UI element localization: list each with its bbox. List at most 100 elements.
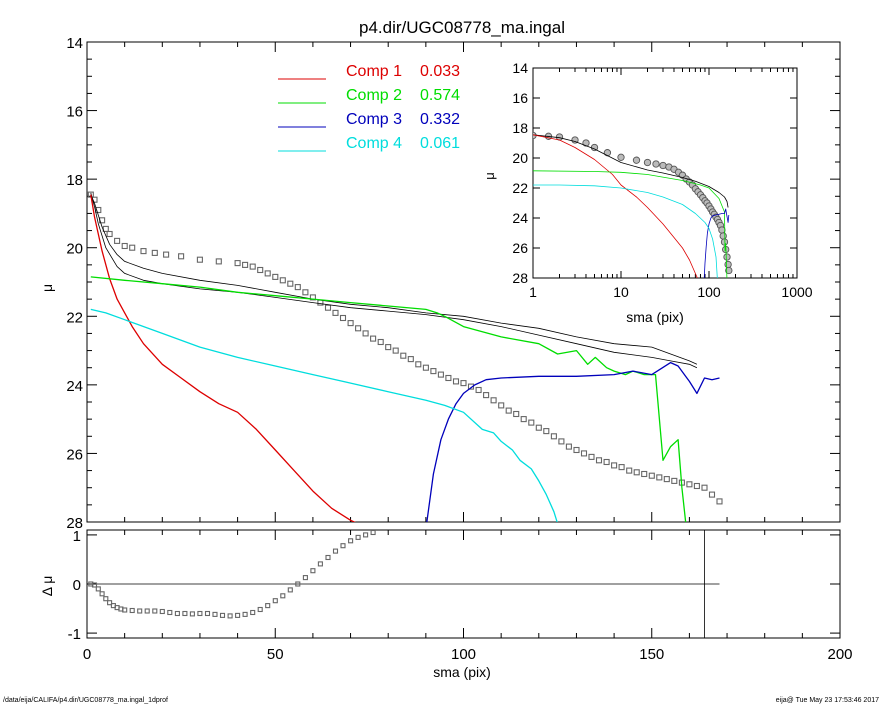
- inset-series-comp3: [703, 208, 730, 278]
- main-observed-point: [701, 484, 708, 491]
- main-observed-point: [686, 481, 693, 488]
- main-observed-point: [663, 476, 670, 483]
- residual-point: [122, 607, 128, 613]
- main-observed-point: [287, 280, 294, 287]
- main-observed-point: [648, 472, 655, 479]
- main-y-tick-label: 20: [66, 241, 83, 258]
- inset-series-comp2: [533, 170, 728, 278]
- main-y-tick-label: 18: [66, 172, 83, 189]
- main-y-tick-label: 22: [66, 309, 83, 326]
- residual-point: [212, 611, 218, 617]
- main-observed-point: [671, 477, 678, 484]
- main-observed-point: [279, 277, 286, 284]
- inset-x-axis-label: sma (pix): [626, 309, 684, 325]
- inset-observed-point: [617, 153, 625, 161]
- residual-point: [272, 598, 278, 604]
- residual-panel: 10-10 50 100 150 200: [68, 528, 853, 663]
- main-observed-point: [588, 453, 595, 460]
- main-observed-point: [140, 248, 147, 255]
- inset-observed-point: [724, 260, 732, 269]
- main-observed-point: [407, 356, 414, 363]
- residual-x-tick-label: 0: [83, 646, 91, 663]
- inset-series-comp4: [533, 184, 718, 278]
- legend-label: Comp 3: [346, 111, 402, 128]
- inset-panel: 14 16 18 20 22 24 26 281 10 100 1000: [512, 60, 812, 300]
- main-observed-point: [716, 498, 723, 505]
- residual-point: [370, 530, 376, 536]
- residual-point: [310, 568, 316, 574]
- main-observed-point: [309, 294, 316, 301]
- main-series-comp3: [426, 361, 720, 522]
- main-observed-point: [437, 371, 444, 378]
- main-observed-point: [580, 450, 588, 457]
- inset-x-tick-label: 1: [529, 284, 537, 300]
- legend-label: Comp 1: [346, 63, 402, 80]
- inset-series-comp1: [533, 134, 698, 278]
- residual-point: [348, 538, 354, 544]
- residual-point: [174, 610, 180, 617]
- main-y-tick-label: 14: [66, 35, 83, 52]
- residual-x-tick-label: 100: [451, 646, 476, 663]
- inset-y-tick-label: 14: [512, 60, 528, 76]
- residual-point: [152, 608, 158, 614]
- main-observed-point: [196, 256, 203, 263]
- inset-y-tick-label: 20: [512, 150, 528, 166]
- main-observed-point: [215, 258, 222, 265]
- residual-point: [355, 534, 361, 540]
- main-observed-point: [151, 249, 158, 256]
- main-observed-point: [178, 253, 185, 260]
- inset-y-tick-label: 22: [512, 180, 528, 196]
- main-y-tick-label: 16: [66, 104, 83, 121]
- legend-value: 0.061: [420, 135, 460, 152]
- bottom-x-axis-label: sma (pix): [433, 664, 491, 680]
- main-observed-point: [121, 242, 128, 250]
- residual-point: [182, 610, 188, 617]
- main-observed-point: [272, 273, 279, 280]
- residual-point: [227, 613, 233, 619]
- main-observed-point: [392, 347, 399, 354]
- inset-observed-point: [643, 158, 652, 167]
- footer-timestamp: eija@ Tue May 23 17:53:46 2017: [775, 697, 879, 704]
- main-observed-point: [234, 260, 241, 267]
- residual-point: [250, 609, 256, 616]
- main-y-axis-label: μ: [39, 284, 55, 292]
- residual-point: [302, 575, 308, 581]
- main-observed-point: [249, 263, 256, 270]
- inset-plot-frame: [532, 67, 798, 279]
- residual-point: [325, 554, 331, 561]
- residual-point: [103, 596, 109, 602]
- residual-point: [317, 561, 323, 567]
- residual-point: [197, 610, 203, 617]
- main-y-tick-label: 28: [66, 515, 83, 532]
- residual-point: [280, 593, 286, 599]
- main-observed-point: [302, 289, 309, 296]
- residual-point: [129, 607, 135, 614]
- inset-observed-point: [603, 149, 612, 157]
- main-observed-point: [543, 428, 550, 435]
- main-observed-point: [528, 419, 535, 426]
- main-observed-point: [114, 237, 121, 244]
- main-observed-point: [294, 284, 301, 291]
- main-observed-point: [362, 330, 369, 337]
- main-observed-point: [324, 304, 332, 311]
- main-y-tick-label: 26: [66, 446, 83, 463]
- main-observed-point: [460, 380, 467, 387]
- inset-observed-point: [725, 266, 733, 275]
- residual-point: [363, 532, 369, 538]
- main-observed-point: [475, 386, 482, 394]
- main-observed-point: [656, 474, 663, 481]
- main-observed-point: [483, 392, 490, 399]
- legend-value: 0.332: [420, 111, 460, 128]
- residual-point: [99, 591, 105, 597]
- main-observed-point: [264, 270, 271, 277]
- residual-y-tick-label: -1: [68, 626, 81, 643]
- residual-point: [144, 608, 150, 614]
- residual-point: [340, 543, 346, 549]
- main-observed-point: [498, 402, 505, 409]
- main-observed-point: [430, 368, 437, 375]
- inset-x-tick-label: 1000: [781, 284, 812, 300]
- main-observed-point: [400, 352, 407, 359]
- main-observed-point: [452, 378, 460, 385]
- residual-point-group: [88, 530, 376, 619]
